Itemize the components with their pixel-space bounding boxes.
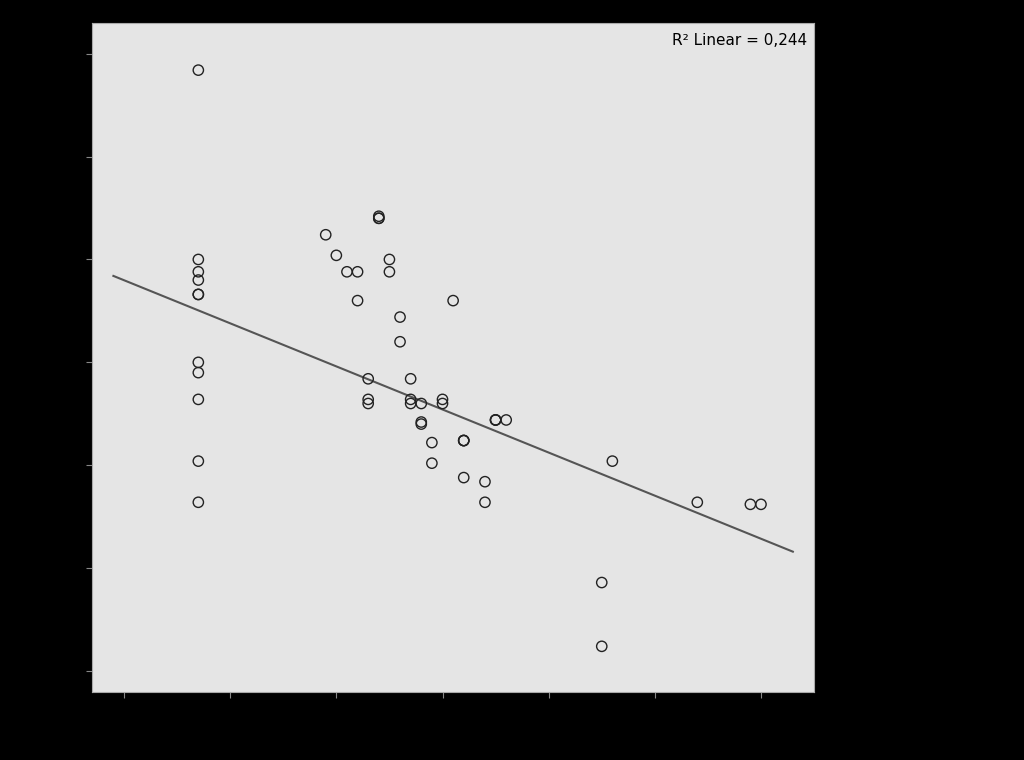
Point: [742, 499, 759, 511]
Point: [456, 435, 472, 447]
Point: [434, 394, 451, 406]
Point: [487, 414, 504, 426]
Point: [402, 394, 419, 406]
Point: [594, 576, 610, 588]
Point: [424, 457, 440, 469]
Point: [190, 64, 207, 76]
Point: [413, 418, 429, 430]
Point: [381, 253, 397, 265]
Point: [444, 295, 461, 307]
Point: [456, 435, 472, 447]
Point: [349, 266, 366, 278]
Point: [753, 499, 769, 511]
Point: [477, 476, 494, 488]
Point: [328, 249, 344, 261]
Point: [190, 288, 207, 300]
Point: [317, 229, 334, 241]
Point: [498, 414, 514, 426]
Point: [456, 435, 472, 447]
Point: [190, 356, 207, 369]
Point: [371, 211, 387, 223]
Point: [371, 212, 387, 224]
Point: [190, 366, 207, 378]
Point: [424, 436, 440, 448]
Point: [349, 295, 366, 307]
Point: [360, 394, 377, 406]
Point: [487, 414, 504, 426]
Point: [381, 266, 397, 278]
Point: [402, 397, 419, 410]
Point: [360, 372, 377, 385]
Point: [487, 414, 504, 426]
Y-axis label: TAS234: TAS234: [25, 319, 43, 395]
Point: [190, 253, 207, 265]
Point: [339, 266, 355, 278]
Point: [413, 397, 429, 410]
Point: [190, 266, 207, 278]
Point: [689, 496, 706, 508]
Point: [360, 397, 377, 410]
Point: [190, 496, 207, 508]
Text: R² Linear = 0,244: R² Linear = 0,244: [672, 33, 807, 48]
Point: [190, 394, 207, 406]
Point: [413, 416, 429, 428]
Point: [434, 397, 451, 410]
Point: [402, 372, 419, 385]
Point: [190, 455, 207, 467]
X-axis label: TOS234: TOS234: [414, 724, 493, 743]
Point: [477, 496, 494, 508]
Point: [392, 311, 409, 323]
Point: [594, 640, 610, 652]
Point: [190, 288, 207, 300]
Point: [371, 212, 387, 224]
Point: [190, 274, 207, 286]
Point: [456, 471, 472, 483]
Point: [392, 336, 409, 348]
Point: [604, 455, 621, 467]
